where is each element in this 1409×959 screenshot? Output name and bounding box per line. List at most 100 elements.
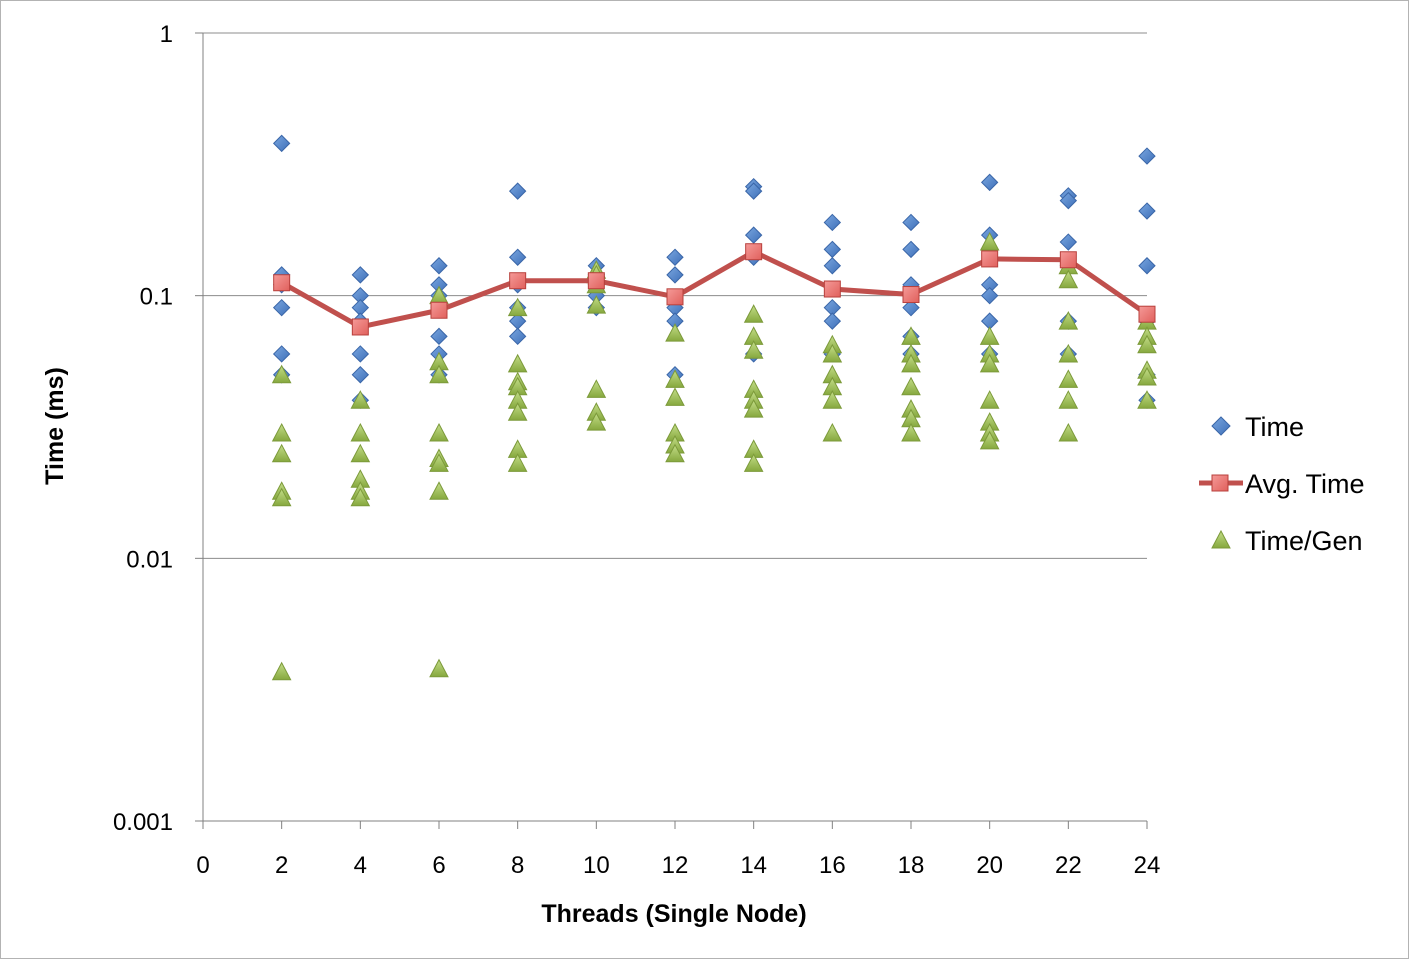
avg-time-point	[981, 250, 999, 268]
time-gen-point	[665, 443, 685, 463]
x-tick-label: 16	[819, 852, 846, 879]
time-gen-point	[507, 453, 528, 472]
time-point	[902, 213, 920, 232]
time-gen-point	[586, 379, 607, 398]
x-tick-label: 24	[1134, 852, 1161, 879]
time-point	[744, 226, 763, 244]
legend-label-time: Time	[1245, 412, 1304, 442]
time-gen-point	[901, 422, 921, 442]
time-gen-point	[271, 487, 292, 507]
avg-time-point	[745, 243, 763, 261]
time-gen-point	[901, 353, 921, 373]
y-tick-label: 1	[160, 21, 173, 48]
time-gen-point	[1058, 369, 1079, 388]
time-gen-point	[429, 453, 449, 472]
time-point	[902, 298, 920, 317]
legend-item-avg-time: Avg. Time	[1199, 469, 1365, 499]
time-gen-point	[271, 443, 292, 463]
time-gen-point	[507, 353, 528, 373]
time-gen-point	[901, 376, 921, 396]
time-point	[508, 327, 527, 346]
avg-time-point	[587, 272, 605, 290]
x-tick-label: 2	[275, 852, 288, 879]
time-gen-point	[822, 422, 843, 442]
time-point	[351, 345, 370, 363]
time-gen-point	[429, 481, 449, 500]
time-point	[430, 327, 448, 346]
time-gen-point	[507, 402, 528, 421]
time-gen-point	[429, 658, 449, 678]
avg-time-point	[902, 286, 920, 304]
time-gen-point	[271, 422, 292, 442]
time-gen-point	[271, 364, 292, 384]
time-point	[666, 248, 684, 266]
time-gen-point	[1058, 422, 1079, 442]
time-point	[272, 298, 291, 317]
time-point	[823, 312, 842, 330]
time-gen-point	[1137, 390, 1157, 409]
time-gen-point	[979, 231, 1000, 251]
legend: Time Avg. Time Time/Gen	[1199, 412, 1365, 556]
y-axis-title: Time (ms)	[41, 367, 69, 485]
y-tick-label: 0.1	[140, 284, 173, 311]
avg-time-point	[509, 272, 527, 290]
time-gen-point	[1137, 366, 1157, 386]
time-gen-point	[586, 412, 607, 431]
time-point	[823, 257, 842, 275]
x-tick-label: 8	[511, 852, 524, 879]
x-tick-label: 18	[898, 852, 925, 879]
time-gen-point	[429, 422, 449, 442]
axes	[195, 32, 1148, 829]
x-tick-label: 14	[740, 852, 767, 879]
time-point	[823, 240, 842, 259]
avg-time-point	[430, 301, 448, 319]
legend-triangle-marker	[1211, 529, 1231, 549]
time-gen-point	[350, 390, 371, 409]
time-point	[1059, 191, 1078, 210]
legend-square-marker	[1211, 474, 1229, 492]
time-gen-point	[350, 422, 371, 442]
x-tick-label: 22	[1055, 852, 1082, 879]
time-gen-point	[822, 343, 843, 363]
time-point	[272, 345, 291, 363]
time-gen-point	[1058, 311, 1079, 330]
time-point	[980, 286, 999, 305]
time-point	[508, 248, 527, 266]
time-point	[902, 240, 920, 259]
time-point	[1138, 257, 1156, 275]
time-point	[1138, 147, 1156, 165]
series-avg-time	[273, 243, 1156, 336]
time-gen-point	[979, 326, 1000, 345]
x-tick-label: 4	[354, 852, 367, 879]
time-gen-point	[350, 443, 371, 463]
series-time-per-gen	[271, 231, 1157, 681]
legend-item-time-gen: Time/Gen	[1211, 526, 1363, 556]
time-gen-point	[586, 295, 607, 314]
time-point	[351, 266, 370, 284]
time-gen-point	[979, 390, 1000, 409]
time-point	[508, 182, 527, 200]
time-gen-point	[1058, 269, 1079, 289]
time-gen-point	[665, 323, 685, 342]
time-point	[272, 134, 291, 153]
avg-time-line	[280, 249, 1149, 330]
avg-time-point	[1059, 251, 1077, 269]
time-gen-point	[743, 453, 764, 472]
time-point	[980, 173, 999, 192]
x-tick-label: 6	[432, 852, 445, 879]
time-gen-point	[743, 399, 764, 418]
time-gen-point	[979, 430, 1000, 450]
x-tick-label: 10	[583, 852, 610, 879]
legend-diamond-marker	[1211, 416, 1231, 436]
avg-time-point	[823, 280, 841, 298]
x-tick-label: 0	[196, 852, 209, 879]
time-point	[666, 266, 684, 284]
time-gen-point	[665, 387, 685, 406]
time-gen-point	[743, 304, 764, 323]
legend-item-time: Time	[1211, 412, 1304, 442]
time-gen-point	[507, 297, 528, 317]
avg-time-point	[666, 288, 684, 306]
time-gen-point	[271, 661, 292, 681]
